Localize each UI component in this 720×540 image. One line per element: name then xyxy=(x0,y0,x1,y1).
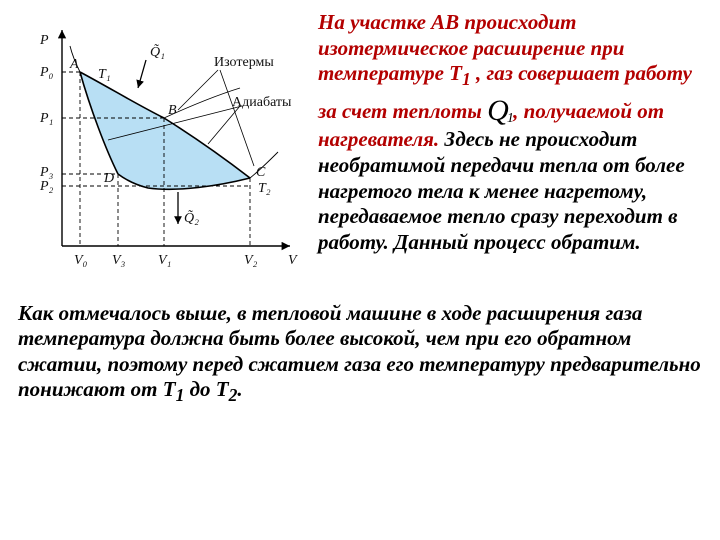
x-axis-label: V xyxy=(288,253,298,268)
span-cooling-a: Как отмечалось выше, в тепловой машине в… xyxy=(18,301,701,402)
point-b-label: B xyxy=(168,103,177,118)
y-axis-label: P xyxy=(39,33,49,48)
paragraph-below: Как отмечалось выше, в тепловой машине в… xyxy=(18,301,702,407)
pv-diagram: A B C D T₁ T₂ Q̃₁ Q̃₂ Изотермы Адиабаты … xyxy=(18,10,306,301)
pv-diagram-svg: A B C D T₁ T₂ Q̃₁ Q̃₂ Изотермы Адиабаты … xyxy=(18,10,306,294)
ytick-p0: P₀ xyxy=(39,65,54,80)
xtick-v1: V₁ xyxy=(158,253,171,268)
span-cooling-c: . xyxy=(237,377,242,401)
t1-label: T₁ xyxy=(98,67,111,82)
point-c-label: C xyxy=(256,165,266,180)
adiabats-label: Адиабаты xyxy=(232,95,292,110)
q1-symbol: Q1 xyxy=(487,91,513,128)
ytick-p3: P₃ xyxy=(39,165,54,180)
point-d-label: D xyxy=(103,171,114,186)
point-a-label: A xyxy=(69,57,79,72)
t1-sub-2: 1 xyxy=(176,386,185,406)
t1-sub: 1 xyxy=(462,69,471,89)
xtick-v3: V₃ xyxy=(112,253,126,268)
xtick-v2: V₂ xyxy=(244,253,258,268)
slide-content: A B C D T₁ T₂ Q̃₁ Q̃₂ Изотермы Адиабаты … xyxy=(18,10,702,407)
top-row: A B C D T₁ T₂ Q̃₁ Q̃₂ Изотермы Адиабаты … xyxy=(18,10,702,301)
ytick-p2: P₂ xyxy=(39,179,54,194)
ytick-p1: P₁ xyxy=(39,111,53,126)
q2-label: Q̃₂ xyxy=(184,210,199,226)
q1-label: Q̃₁ xyxy=(150,44,165,60)
xtick-v0: V₀ xyxy=(74,253,88,268)
t2-label: T₂ xyxy=(258,181,271,196)
isotherms-label: Изотермы xyxy=(214,55,274,70)
span-cooling-b: до Т xyxy=(184,377,228,401)
paragraph-right: На участке АВ происходит изотермическое … xyxy=(318,10,702,301)
t2-sub: 2 xyxy=(229,386,238,406)
